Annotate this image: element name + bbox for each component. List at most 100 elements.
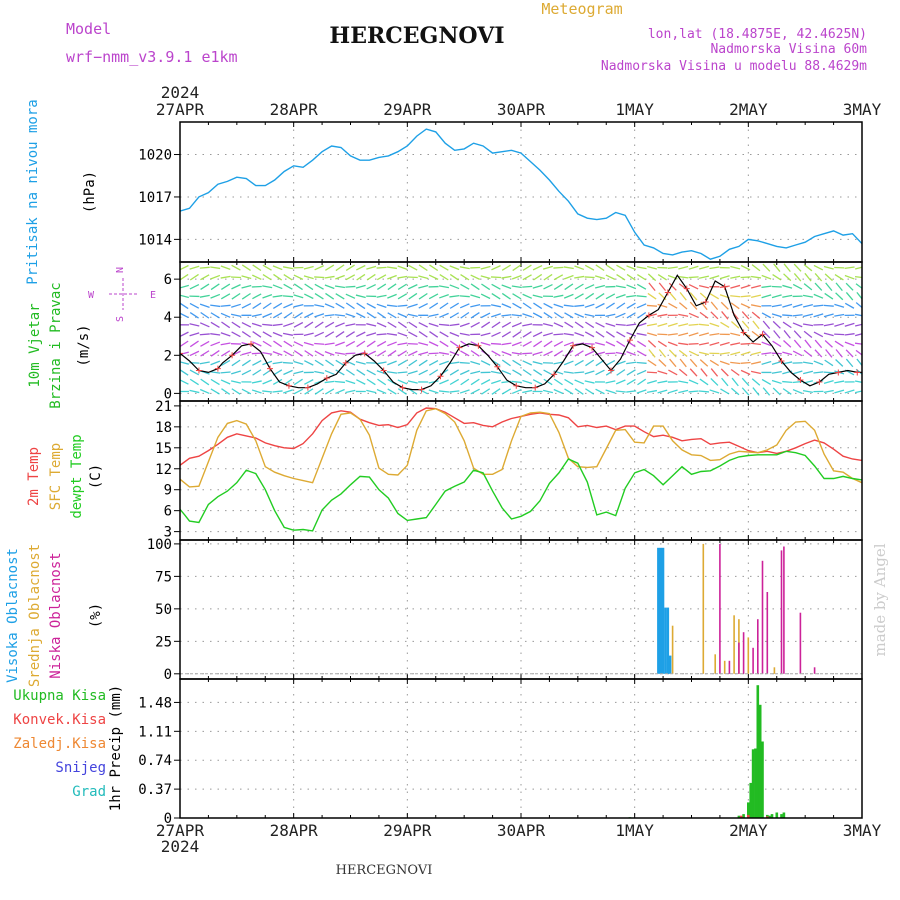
wind-arrow xyxy=(180,302,189,310)
wind-arrow xyxy=(688,350,699,357)
wind-arrow xyxy=(189,332,200,337)
wind-arrow xyxy=(408,350,418,357)
credit: made by Angel xyxy=(871,543,889,656)
wind-arrow xyxy=(553,322,564,328)
compass-s: S xyxy=(115,316,126,322)
wind-arrow xyxy=(626,369,636,376)
wind-arrow xyxy=(626,273,636,281)
wind-arrow xyxy=(449,294,460,298)
wind-arrow xyxy=(844,333,855,336)
wind-arrow xyxy=(480,265,491,270)
wind-arrow xyxy=(418,284,429,289)
wind-arrow xyxy=(667,333,678,336)
wind-arrow xyxy=(698,285,710,289)
wind-arrow xyxy=(200,350,210,357)
wind-arrow xyxy=(719,352,730,355)
clouds-ytick-label: 75 xyxy=(155,569,172,585)
wind-arrow xyxy=(802,313,814,318)
compass-n: N xyxy=(115,267,126,273)
clouds-bar xyxy=(773,667,776,674)
wind-arrow xyxy=(397,275,408,279)
wind-arrow xyxy=(823,313,834,318)
wind-arrow xyxy=(366,283,376,290)
wind-arrow xyxy=(282,295,294,298)
temperature-frame xyxy=(179,400,863,541)
wind-arrow xyxy=(366,273,376,281)
wind-arrow xyxy=(740,276,751,279)
wind-arrow xyxy=(792,380,803,384)
wind-arrow xyxy=(751,264,761,272)
clouds-bar xyxy=(659,547,662,674)
wind-speed-marker xyxy=(475,342,482,349)
wind-speed-marker xyxy=(399,384,406,391)
wind-arrow xyxy=(835,282,843,292)
wind-arrow xyxy=(761,294,772,299)
wind-arrow xyxy=(376,303,387,309)
wind-panel: 0 2 4 6 10m Vjetar Brzina i Pravac (m/s) W E N S xyxy=(27,261,863,409)
wind-arrow xyxy=(730,361,741,365)
wind-arrow xyxy=(272,361,283,365)
wind-arrow xyxy=(491,265,501,271)
wind-arrow xyxy=(397,265,408,271)
wind-arrow xyxy=(480,379,491,385)
wind-arrow xyxy=(303,341,314,346)
wind-arrow xyxy=(626,331,637,337)
precip-legend-item: Konvek.Kisa xyxy=(13,712,106,728)
wind-arrow xyxy=(667,266,678,270)
wind-arrow xyxy=(689,358,698,368)
x-tick-label-top: 27APR xyxy=(156,100,205,119)
wind-arrow xyxy=(584,284,595,290)
wind-arrow xyxy=(408,321,418,329)
wind-arrow xyxy=(721,377,729,387)
wind-speed-marker xyxy=(721,283,728,290)
wind-speed-marker xyxy=(494,363,501,370)
wind-arrow xyxy=(283,303,293,309)
wind-arrow xyxy=(698,351,710,356)
wind-arrow xyxy=(366,350,376,357)
wind-arrow xyxy=(180,284,189,289)
wind-arrow xyxy=(241,284,252,289)
precip-bar xyxy=(782,812,786,818)
wind-arrow xyxy=(813,313,824,318)
wind-arrow xyxy=(834,322,845,327)
wind-arrow xyxy=(802,294,814,298)
precip-bar xyxy=(770,814,774,818)
wind-arrow xyxy=(709,359,720,367)
wind-arrow xyxy=(220,342,231,346)
wind-arrow xyxy=(814,282,823,291)
wind-arrow xyxy=(782,303,793,308)
wind-arrow xyxy=(823,265,834,270)
cloud-ylabel-mid: Srednja Oblacnost xyxy=(27,544,43,687)
wind-arrow xyxy=(180,379,189,385)
temp-ylabel-2m: 2m Temp xyxy=(26,447,42,506)
wind-arrow xyxy=(616,369,626,376)
wind-arrow xyxy=(376,361,387,365)
wind-arrow xyxy=(251,274,262,280)
wind-arrow xyxy=(855,283,862,290)
wind-arrow xyxy=(460,274,470,281)
wind-arrow xyxy=(252,264,262,272)
wind-arrow xyxy=(324,380,335,384)
wind-arrow xyxy=(180,369,189,376)
wind-arrow xyxy=(647,359,657,367)
wind-arrow xyxy=(220,275,231,279)
wind-arrow xyxy=(335,330,345,338)
wind-arrow xyxy=(761,285,772,289)
wind-arrow xyxy=(272,312,283,319)
wind-arrow xyxy=(626,265,637,271)
wind-arrow xyxy=(615,312,626,318)
wind-arrow xyxy=(481,321,491,329)
wind-arrow xyxy=(460,378,470,386)
wind-arrow xyxy=(449,273,459,281)
wind-arrow xyxy=(740,264,751,271)
temp-ylabel-sfc: SFC Temp xyxy=(48,443,64,510)
wind-arrow xyxy=(210,283,220,291)
wind-arrow xyxy=(814,339,823,349)
wind-arrow xyxy=(491,321,501,329)
wind-arrow xyxy=(782,351,793,356)
wind-arrow xyxy=(721,311,729,320)
wind-arrow xyxy=(221,350,231,357)
wind-arrow xyxy=(762,320,771,330)
wind-arrow xyxy=(511,314,522,317)
wind-arrow xyxy=(803,349,813,358)
